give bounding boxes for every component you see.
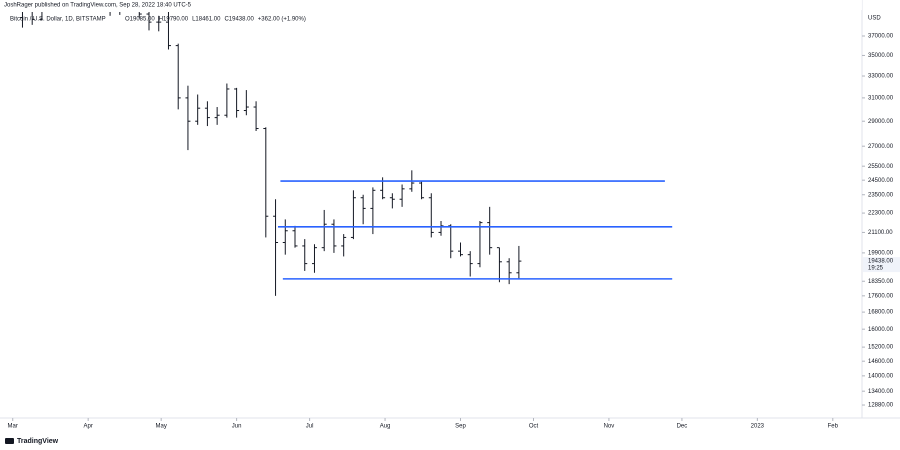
brand: TradingView bbox=[17, 438, 59, 445]
y-tick-label: 24500.00 bbox=[868, 178, 894, 184]
legend-value: L18461.00 bbox=[192, 17, 221, 23]
y-tick-label: 15200.00 bbox=[868, 345, 894, 351]
x-tick-label: May bbox=[156, 424, 167, 430]
x-tick-label: Jul bbox=[306, 424, 314, 430]
y-tick-label: 27000.00 bbox=[868, 144, 894, 150]
x-tick-label: Oct bbox=[529, 424, 539, 430]
x-tick-label: Nov bbox=[604, 424, 615, 430]
y-tick-label: 21100.00 bbox=[868, 230, 893, 236]
y-tick-label: 33000.00 bbox=[868, 74, 894, 80]
x-tick-label: Dec bbox=[677, 424, 688, 430]
y-tick-label: 17600.00 bbox=[868, 293, 894, 299]
y-tick-label: 16000.00 bbox=[868, 327, 894, 333]
y-tick-label: 16800.00 bbox=[868, 310, 894, 316]
header-bg bbox=[0, 0, 862, 10]
y-tick-label: 35000.00 bbox=[868, 53, 894, 59]
last-price-box bbox=[863, 257, 900, 273]
x-tick-label: Apr bbox=[83, 424, 92, 430]
symbol: Bitcoin / U.S. Dollar, 1D, BITSTAMP bbox=[10, 17, 106, 23]
y-tick-label: 18350.00 bbox=[868, 279, 894, 285]
publisher-line: JoshRager published on TradingView.com, … bbox=[4, 3, 192, 9]
x-tick-label: Feb bbox=[828, 424, 839, 430]
currency: USD bbox=[868, 16, 881, 22]
legend-value: O19085.00 bbox=[125, 17, 155, 23]
y-tick-label: 19900.00 bbox=[868, 250, 894, 256]
legend-value: C19438.00 bbox=[224, 17, 254, 23]
x-tick-label: Mar bbox=[8, 424, 18, 430]
y-tick-label: 29000.00 bbox=[868, 119, 894, 125]
legend-value: +362.00 (+1.90%) bbox=[258, 17, 306, 23]
y-tick-label: 25500.00 bbox=[868, 164, 894, 170]
y-tick-label: 31000.00 bbox=[868, 95, 894, 101]
y-tick-label: 23500.00 bbox=[868, 192, 894, 198]
x-tick-label: Sep bbox=[455, 424, 466, 430]
y-tick-label: 12880.00 bbox=[868, 403, 894, 409]
x-tick-label: Jun bbox=[232, 424, 242, 430]
y-tick-label: 37000.00 bbox=[868, 34, 894, 40]
y-tick-label: 13400.00 bbox=[868, 389, 894, 395]
y-tick-label: 14600.00 bbox=[868, 359, 894, 365]
plot-area bbox=[19, 12, 673, 296]
countdown: 19:25 bbox=[868, 266, 884, 272]
last-price-label: 19438.00 bbox=[868, 259, 894, 265]
x-tick-label: 2023 bbox=[751, 424, 765, 430]
y-tick-label: 22300.00 bbox=[868, 211, 894, 217]
footer bbox=[0, 434, 900, 450]
ohlc-legend: O19085.00 H19790.00 L18461.00 C19438.00 +362… bbox=[125, 17, 306, 23]
legend-value: H19790.00 bbox=[159, 17, 189, 23]
y-tick-label: 14000.00 bbox=[868, 373, 894, 379]
brand-logo bbox=[5, 438, 14, 444]
x-tick-label: Aug bbox=[380, 424, 391, 430]
